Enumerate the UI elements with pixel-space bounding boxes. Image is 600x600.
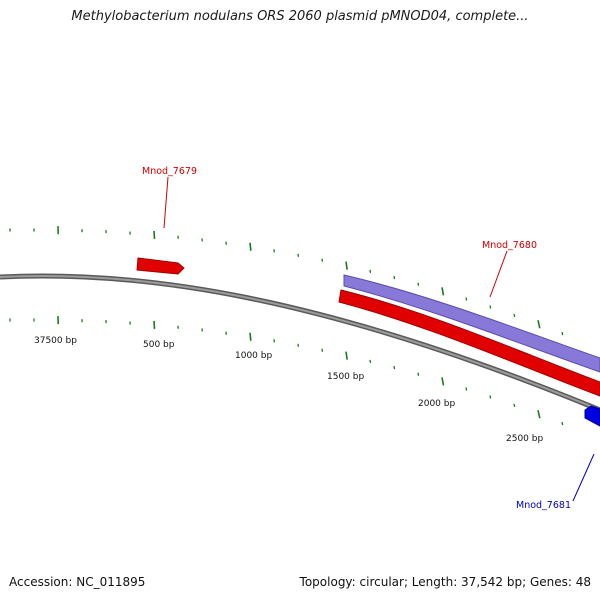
major-tick xyxy=(345,351,348,360)
gene-mnod-7681[interactable] xyxy=(584,405,600,427)
major-tick xyxy=(153,320,156,329)
gene-mnod-7679[interactable] xyxy=(136,257,185,275)
leader-mnod-7679 xyxy=(163,176,169,229)
gene-label-mnod-7681[interactable]: Mnod_7681 xyxy=(516,500,571,511)
minor-tick xyxy=(465,297,468,301)
topology-summary: Topology: circular; Length: 37,542 bp; G… xyxy=(299,575,591,589)
major-tick xyxy=(441,377,445,386)
gene-label-mnod-7679[interactable]: Mnod_7679 xyxy=(142,166,197,177)
scale-label: 500 bp xyxy=(143,340,175,350)
major-tick xyxy=(153,230,156,239)
minor-tick xyxy=(561,421,564,426)
minor-tick xyxy=(465,387,468,391)
major-tick xyxy=(441,287,445,296)
scale-label: 2000 bp xyxy=(418,399,455,409)
minor-tick xyxy=(561,331,564,336)
scale-label: 2500 bp xyxy=(506,434,543,444)
major-tick xyxy=(249,332,252,341)
map-title: Methylobacterium nodulans ORS 2060 plasm… xyxy=(71,9,529,24)
minor-tick xyxy=(417,372,420,376)
major-tick xyxy=(537,410,541,419)
minor-tick xyxy=(489,395,492,399)
scale-label: 37500 bp xyxy=(34,336,77,346)
accession-text: Accession: NC_011895 xyxy=(9,575,146,589)
leader-mnod-7681 xyxy=(572,453,595,502)
minor-tick xyxy=(417,282,420,286)
inner-tick-ring xyxy=(9,316,564,426)
outer-tick-ring xyxy=(9,226,564,336)
minor-tick xyxy=(513,403,516,408)
leader-mnod-7680 xyxy=(489,250,508,298)
gene-mnod-7680[interactable] xyxy=(338,289,600,397)
minor-tick xyxy=(489,305,492,309)
gene-label-mnod-7680[interactable]: Mnod_7680 xyxy=(482,240,537,251)
major-tick xyxy=(249,242,252,251)
scale-label: 1500 bp xyxy=(327,372,364,382)
backbone-arc xyxy=(0,273,600,413)
major-tick xyxy=(537,320,541,329)
major-tick xyxy=(345,261,348,270)
gene-band-mnod-7680[interactable] xyxy=(343,274,600,373)
scale-label: 1000 bp xyxy=(235,351,272,361)
minor-tick xyxy=(513,313,516,318)
